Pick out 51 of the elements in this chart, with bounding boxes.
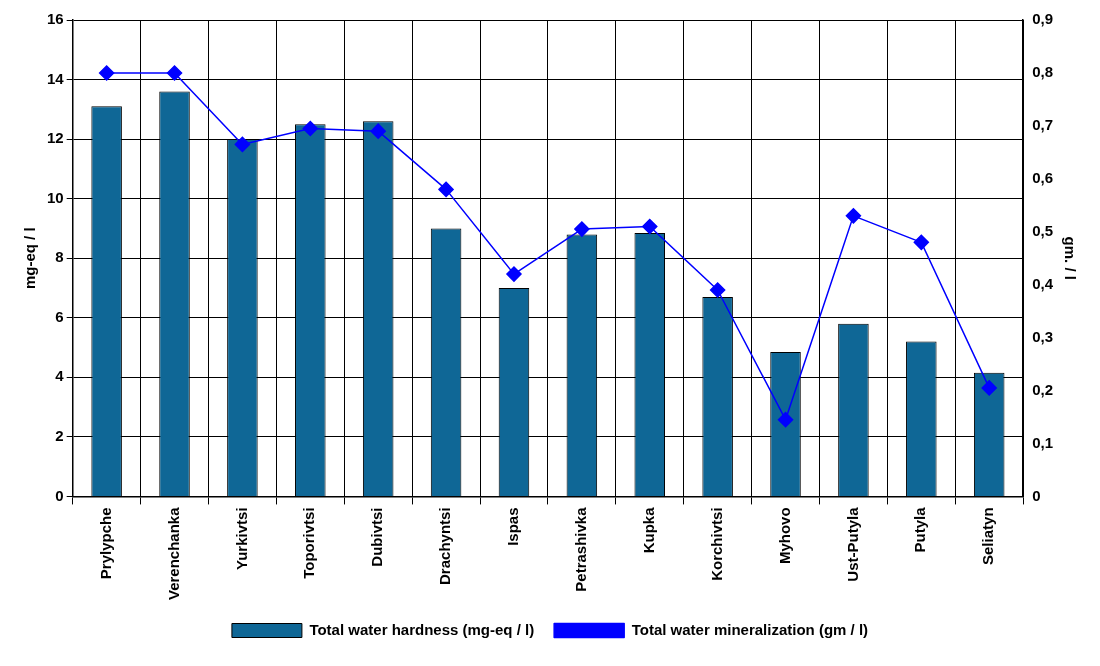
x-tick-label: Toporivtsi bbox=[300, 507, 318, 579]
point bbox=[370, 123, 386, 139]
y2-tick-label: 0,2 bbox=[1032, 380, 1054, 398]
y2-tick-label: 0,4 bbox=[1032, 274, 1054, 292]
point bbox=[709, 282, 726, 298]
x-tick-label: Myhovo bbox=[775, 507, 793, 565]
point bbox=[574, 221, 590, 237]
x-tick-label: Seliatyn bbox=[979, 507, 997, 565]
point bbox=[302, 120, 319, 137]
y-tick-label: 6 bbox=[55, 307, 64, 325]
point bbox=[642, 218, 658, 235]
legend-label: Total water hardness (mg-eq / l) bbox=[309, 620, 535, 638]
y2-tick-label: 0,5 bbox=[1032, 221, 1054, 239]
x-tick-label: Korchivtsi bbox=[707, 507, 725, 581]
point bbox=[438, 181, 454, 198]
y-tick-label: 14 bbox=[47, 69, 65, 87]
point bbox=[506, 266, 522, 282]
y2-tick-label: 0 bbox=[1032, 486, 1041, 504]
point bbox=[845, 208, 862, 224]
point bbox=[913, 234, 930, 251]
y2-tick-label: 0,7 bbox=[1032, 116, 1054, 134]
point bbox=[234, 136, 251, 153]
x-tick-label: Verenchanka bbox=[164, 506, 182, 601]
point bbox=[777, 411, 794, 428]
y2-tick-label: 0,3 bbox=[1032, 327, 1054, 345]
x-tick-label: Putyla bbox=[911, 506, 929, 553]
x-tick-label: Ust-Putyla bbox=[843, 506, 861, 582]
x-tick-label: Prylypche bbox=[96, 507, 114, 580]
y2-tick-label: 0,6 bbox=[1032, 168, 1054, 186]
y-tick-label: 4 bbox=[55, 367, 65, 385]
y-axis-title: mg-eq / l bbox=[21, 227, 39, 290]
y-tick-label: 0 bbox=[55, 486, 64, 504]
x-tick-label: Dubivtsi bbox=[368, 507, 386, 567]
point bbox=[166, 65, 183, 81]
y-tick-label: 8 bbox=[55, 248, 64, 266]
y2-tick-label: 0,9 bbox=[1032, 10, 1054, 28]
y2-tick-label: 0,8 bbox=[1032, 63, 1054, 81]
y-tick-label: 12 bbox=[47, 129, 64, 147]
x-tick-label: Kupka bbox=[639, 506, 657, 554]
y-tick-label: 10 bbox=[47, 188, 64, 206]
x-tick-label: Yurkivtsi bbox=[232, 507, 250, 570]
point bbox=[98, 65, 115, 81]
x-tick-label: Petrashivka bbox=[572, 506, 589, 592]
legend-label: Total water mineralization (gm / l) bbox=[631, 620, 869, 638]
y2-axis-title: gm. / l bbox=[1061, 236, 1079, 280]
y-tick-label: 2 bbox=[55, 427, 64, 445]
y2-tick-label: 0,1 bbox=[1032, 433, 1054, 451]
y-tick-label: 16 bbox=[47, 10, 64, 28]
x-tick-label: Drachyntsi bbox=[436, 507, 454, 585]
point bbox=[981, 380, 997, 396]
x-tick-label: Ispas bbox=[504, 507, 522, 546]
